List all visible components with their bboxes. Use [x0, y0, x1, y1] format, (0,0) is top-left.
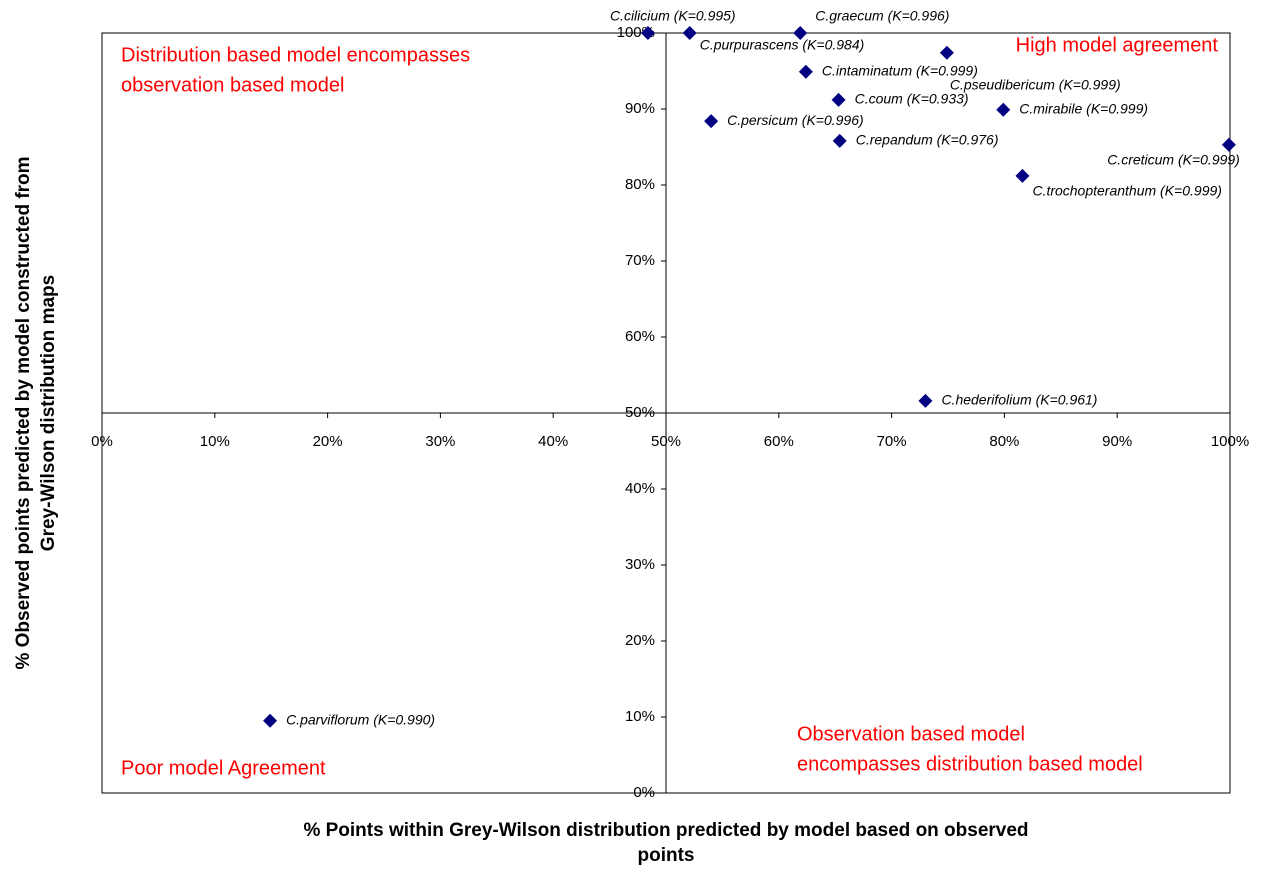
point-label: C.hederifolium (K=0.961)	[941, 392, 1097, 408]
annotation: Observation based model	[797, 723, 1025, 745]
point-label: C.coum (K=0.933)	[855, 91, 969, 107]
point	[1221, 137, 1236, 152]
x-tick-label: 50%	[651, 433, 681, 450]
point	[831, 92, 846, 107]
point	[832, 133, 847, 148]
point-label: C.creticum (K=0.999)	[1107, 151, 1240, 167]
y-axis-label: % Observed points predicted by model con…	[13, 156, 34, 669]
x-axis-label: % Points within Grey-Wilson distribution…	[303, 820, 1028, 841]
point	[682, 26, 697, 40]
x-tick-label: 10%	[200, 433, 230, 450]
y-tick-label: 20%	[625, 632, 655, 649]
annotation: observation based model	[121, 74, 344, 96]
point	[798, 64, 813, 79]
x-axis-label: points	[638, 845, 695, 866]
x-tick-label: 20%	[313, 433, 343, 450]
y-tick-label: 60%	[625, 328, 655, 345]
point	[263, 713, 278, 728]
x-tick-label: 40%	[538, 433, 568, 450]
y-tick-label: 70%	[625, 252, 655, 269]
point-label: C.pseudibericum (K=0.999)	[950, 76, 1121, 92]
point-label: C.intaminatum (K=0.999)	[822, 62, 978, 78]
annotation: encompasses distribution based model	[797, 753, 1143, 775]
y-axis-label: Grey-Wilson distribution maps	[38, 275, 59, 551]
point-label: C.graecum (K=0.996)	[815, 8, 949, 24]
point-label: C.cilicium (K=0.995)	[610, 8, 736, 24]
x-tick-label: 70%	[877, 433, 907, 450]
point	[640, 26, 655, 40]
annotation: High model agreement	[1016, 34, 1219, 56]
point-label: C.mirabile (K=0.999)	[1019, 100, 1148, 116]
y-tick-label: 30%	[625, 556, 655, 573]
x-tick-label: 30%	[425, 433, 455, 450]
y-tick-label: 80%	[625, 176, 655, 193]
point-label: C.trochopteranthum (K=0.999)	[1032, 183, 1222, 199]
annotation: Poor model Agreement	[121, 757, 326, 779]
x-tick-label: 80%	[989, 433, 1019, 450]
annotation: Distribution based model encompasses	[121, 44, 470, 66]
point-label: C.persicum (K=0.996)	[727, 112, 864, 128]
point	[793, 26, 808, 40]
y-tick-label: 10%	[625, 708, 655, 725]
x-tick-label: 90%	[1102, 433, 1132, 450]
x-tick-label: 100%	[1211, 433, 1249, 450]
y-tick-label: 50%	[625, 404, 655, 421]
point	[1015, 168, 1030, 183]
y-tick-label: 0%	[633, 784, 655, 801]
point	[704, 114, 719, 129]
x-tick-label: 0%	[91, 433, 113, 450]
point-label: C.purpurascens (K=0.984)	[700, 37, 865, 53]
point-label: C.parviflorum (K=0.990)	[286, 712, 435, 728]
y-tick-label: 40%	[625, 480, 655, 497]
point	[996, 102, 1011, 117]
point	[939, 45, 954, 60]
point-label: C.repandum (K=0.976)	[856, 132, 999, 148]
point	[918, 393, 933, 408]
y-tick-label: 90%	[625, 100, 655, 117]
x-tick-label: 60%	[764, 433, 794, 450]
